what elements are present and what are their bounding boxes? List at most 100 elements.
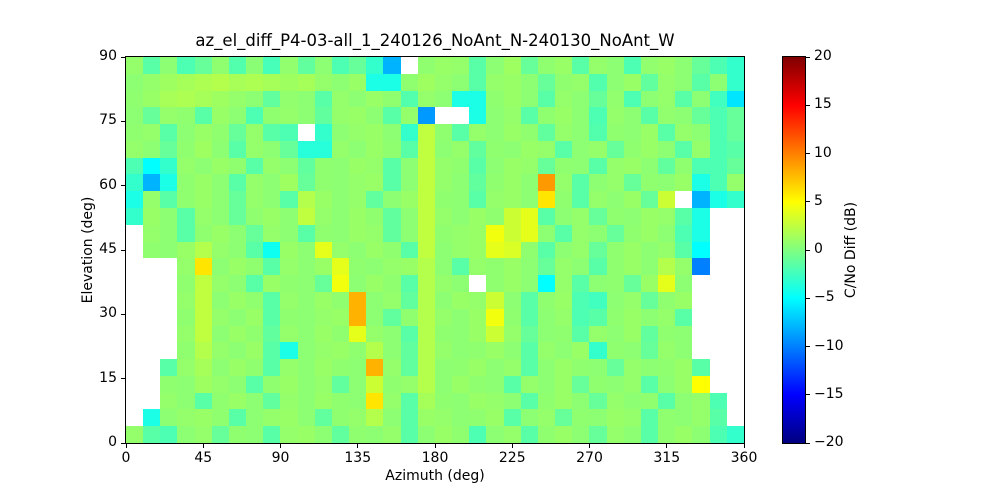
heatmap-cell	[537, 325, 556, 343]
heatmap-cell	[126, 174, 144, 192]
heatmap-cell	[486, 90, 504, 108]
heatmap-cell	[606, 57, 624, 74]
heatmap-cell	[211, 191, 229, 209]
heatmap-cell	[503, 124, 521, 141]
heatmap-cell	[228, 426, 247, 443]
heatmap-cell	[366, 375, 384, 393]
heatmap-cell	[589, 124, 607, 141]
heatmap-cell	[537, 157, 556, 175]
heatmap-cell	[434, 73, 453, 91]
heatmap-cell	[126, 208, 144, 225]
heatmap-cell	[640, 73, 659, 91]
heatmap-cell	[314, 241, 332, 259]
heatmap-cell	[246, 426, 264, 443]
heatmap-cell	[486, 325, 504, 343]
heatmap-cell	[177, 258, 195, 276]
heatmap-cell	[211, 73, 229, 91]
heatmap-cell	[675, 325, 693, 343]
heatmap-cell	[434, 342, 453, 360]
heatmap-cell	[211, 275, 229, 292]
heatmap-cell	[675, 241, 693, 259]
heatmap-cell	[246, 375, 264, 393]
heatmap-cell	[658, 208, 676, 225]
heatmap-cell	[520, 107, 538, 125]
heatmap-cell	[640, 409, 659, 427]
heatmap-cell	[503, 107, 521, 125]
heatmap-cell	[709, 308, 727, 326]
heatmap-cell	[228, 191, 247, 209]
heatmap-cell	[469, 241, 487, 259]
heatmap-cell	[692, 375, 710, 393]
heatmap-cell	[726, 157, 744, 175]
heatmap-cell	[366, 275, 384, 292]
heatmap-cell	[126, 409, 144, 427]
heatmap-cell	[555, 392, 573, 410]
heatmap-cell	[280, 224, 298, 242]
heatmap-cell	[263, 291, 281, 309]
heatmap-cell	[194, 375, 212, 393]
heatmap-cell	[606, 90, 624, 108]
heatmap-cell	[675, 107, 693, 125]
heatmap-cell	[692, 174, 710, 192]
heatmap-cell	[331, 140, 350, 158]
heatmap-cell	[297, 426, 315, 443]
heatmap-cell	[280, 359, 298, 376]
heatmap-cell	[280, 124, 298, 141]
heatmap-cell	[537, 208, 556, 225]
heatmap-cell	[383, 308, 401, 326]
heatmap-cell	[589, 359, 607, 376]
heatmap-cell	[263, 392, 281, 410]
heatmap-cell	[280, 392, 298, 410]
heatmap-cell	[658, 241, 676, 259]
heatmap-cell	[520, 57, 538, 74]
heatmap-cell	[434, 409, 453, 427]
heatmap-cell	[160, 359, 178, 376]
heatmap-cell	[572, 140, 590, 158]
heatmap-cell	[349, 224, 367, 242]
heatmap-cell	[297, 409, 315, 427]
heatmap-cell	[452, 224, 470, 242]
heatmap-cell	[143, 409, 161, 427]
heatmap-cell	[126, 241, 144, 259]
heatmap-cell	[469, 426, 487, 443]
heatmap-cell	[143, 124, 161, 141]
heatmap-cell	[280, 208, 298, 225]
heatmap-cell	[177, 426, 195, 443]
heatmap-cell	[246, 325, 264, 343]
heatmap-cell	[486, 241, 504, 259]
heatmap-cell	[434, 291, 453, 309]
heatmap-cell	[383, 73, 401, 91]
heatmap-cell	[194, 342, 212, 360]
heatmap-cell	[297, 73, 315, 91]
heatmap-cell	[366, 426, 384, 443]
heatmap-cell	[297, 258, 315, 276]
heatmap-cell	[589, 258, 607, 276]
y-tick-label: 45	[99, 241, 117, 257]
heatmap-cell	[537, 124, 556, 141]
heatmap-cell	[314, 57, 332, 74]
heatmap-cell	[177, 308, 195, 326]
heatmap-cell	[555, 426, 573, 443]
heatmap-cell	[417, 90, 435, 108]
heatmap-cell	[194, 275, 212, 292]
heatmap-cell	[692, 291, 710, 309]
heatmap-cell	[383, 409, 401, 427]
heatmap-cell	[314, 140, 332, 158]
heatmap-cell	[572, 157, 590, 175]
heatmap-cell	[160, 73, 178, 91]
colorbar-tick-label: 20	[814, 48, 832, 64]
heatmap-cell	[452, 107, 470, 125]
heatmap-cell	[280, 90, 298, 108]
heatmap-cell	[228, 140, 247, 158]
heatmap-cell	[177, 325, 195, 343]
heatmap-cell	[589, 308, 607, 326]
heatmap-cell	[589, 57, 607, 74]
heatmap-cell	[126, 191, 144, 209]
heatmap-cell	[675, 191, 693, 209]
heatmap-cell	[572, 124, 590, 141]
heatmap-cell	[726, 409, 744, 427]
heatmap-cell	[623, 224, 641, 242]
heatmap-cell	[228, 157, 247, 175]
heatmap-cell	[623, 157, 641, 175]
heatmap-cell	[160, 174, 178, 192]
